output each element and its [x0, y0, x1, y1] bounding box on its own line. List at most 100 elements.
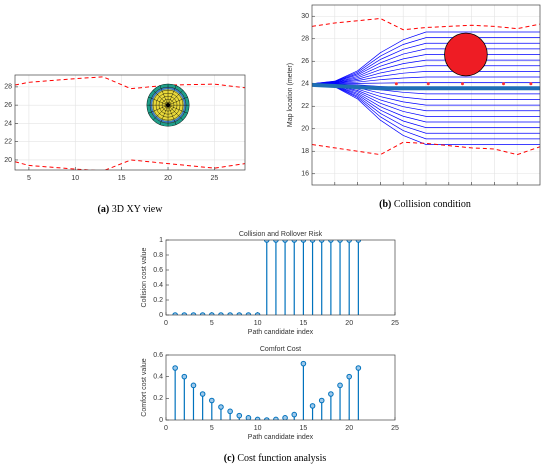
plot-layer [172, 360, 362, 420]
stem-marker [263, 240, 270, 243]
stem-marker [190, 312, 197, 315]
y-axis-label: Collision cost value [141, 247, 148, 307]
stem-marker [328, 391, 334, 397]
line-series [15, 159, 245, 170]
mesh-spoke [159, 105, 169, 125]
y-tick-label: 0.6 [153, 352, 163, 359]
y-axis-label: Comfort cost value [141, 358, 148, 416]
x-tick-label: 10 [71, 175, 79, 182]
y-tick-label: 0.2 [153, 395, 163, 402]
mesh-spoke [167, 105, 177, 125]
y-tick-label: 1 [159, 237, 163, 244]
mesh-spoke [167, 90, 184, 106]
axes-box [311, 4, 541, 186]
caption-tag: (c) [224, 453, 235, 464]
y-tick-label: 0.4 [153, 282, 163, 289]
mesh-spoke [148, 104, 169, 114]
y-tick-label: 24 [4, 120, 12, 127]
stem-marker [218, 404, 224, 410]
mesh-spoke [167, 104, 188, 114]
mesh-spoke [159, 85, 169, 106]
marker-point [460, 82, 464, 86]
x-tick-label: 5 [27, 175, 31, 182]
stem-marker [236, 312, 243, 315]
stem-marker [245, 312, 252, 315]
y-tick-label: 26 [4, 102, 12, 109]
x-tick-label: 15 [300, 320, 308, 327]
stem-marker [291, 240, 298, 243]
plot-area [166, 355, 395, 420]
stem-marker [199, 391, 206, 397]
stem-marker [300, 360, 307, 367]
stem-marker [337, 240, 343, 243]
x-tick-label: 20 [345, 320, 353, 327]
stem-marker [245, 415, 252, 420]
x-tick-label: 5 [210, 425, 214, 432]
boundary-line [312, 141, 540, 156]
line-series [15, 76, 245, 90]
y-tick-label: 22 [4, 139, 12, 146]
plot-area [166, 240, 395, 315]
plot-layer [312, 17, 540, 156]
stem-marker [337, 382, 343, 389]
stem-marker [346, 240, 352, 243]
x-tick-label: 10 [254, 425, 262, 432]
x-tick-label: 0 [164, 425, 168, 432]
axes-box [14, 74, 246, 171]
y-tick-label: 0 [159, 417, 163, 424]
y-tick-label: 22 [301, 103, 309, 110]
boundary-line [312, 17, 540, 31]
stem-marker [346, 373, 353, 380]
stem-marker [309, 403, 316, 409]
y-tick-label: 0.8 [153, 252, 163, 259]
y-tick-label: 20 [301, 126, 309, 133]
stem-marker [263, 417, 270, 420]
marker-point [502, 82, 506, 86]
marker-point [394, 82, 398, 86]
stem-marker [355, 240, 362, 243]
y-tick-label: 20 [4, 157, 12, 164]
y-axis-label: Map location (meter) [287, 63, 294, 127]
x-axis-label: Path candidate index [248, 434, 314, 441]
y-tick-label: 18 [301, 148, 309, 155]
chart-title: Collision and Rollover Risk [239, 231, 323, 238]
stem-marker [355, 365, 362, 371]
stem-marker [181, 373, 188, 380]
stem-marker [181, 312, 188, 315]
line-series [312, 82, 540, 91]
stem-marker [172, 312, 178, 315]
stem-marker [209, 397, 215, 404]
plot-area [15, 75, 245, 170]
x-tick-label: 25 [210, 175, 218, 182]
x-tick-label: 20 [164, 175, 172, 182]
caption-tag: (a) [98, 204, 110, 215]
mesh-spoke [153, 90, 169, 106]
marker-point [426, 82, 430, 86]
stem-marker [227, 408, 233, 415]
caption: (b) Collision condition [379, 199, 471, 210]
x-tick-label: 20 [345, 425, 353, 432]
stem-marker [328, 240, 334, 243]
x-tick-label: 25 [391, 425, 399, 432]
y-tick-label: 30 [301, 13, 309, 20]
y-tick-label: 16 [301, 171, 309, 178]
mesh-spoke [167, 96, 188, 106]
line-series [312, 31, 540, 85]
x-tick-label: 0 [164, 320, 168, 327]
stem-marker [254, 416, 261, 420]
caption: (a) 3D XY view [98, 204, 164, 215]
x-tick-label: 25 [391, 320, 399, 327]
stem-marker [291, 411, 298, 418]
mesh-spoke [167, 105, 184, 121]
marker-point [529, 82, 533, 86]
x-axis-label: Path candidate index [248, 329, 314, 336]
stem-marker [300, 240, 307, 243]
caption-tag: (b) [379, 199, 391, 210]
y-tick-label: 26 [301, 58, 309, 65]
stem-marker [218, 312, 224, 315]
stem-marker [236, 412, 243, 419]
axes-box [165, 239, 396, 316]
stem-marker [209, 312, 215, 315]
